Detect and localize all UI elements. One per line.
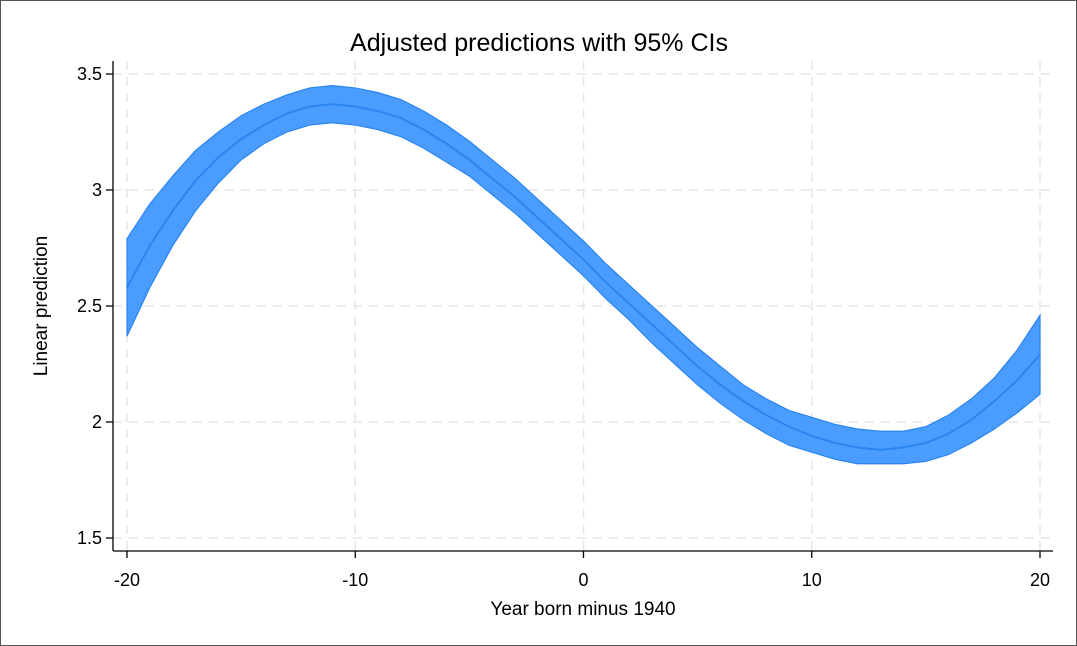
axes: 1.5 2 2.5 3 3.5 -20 -10 0 10 20	[77, 61, 1053, 590]
x-axis-label: Year born minus 1940	[490, 599, 675, 620]
y-tick-label: 2.5	[77, 296, 102, 316]
x-tick-label: -20	[114, 570, 140, 590]
y-tick-label: 3.5	[77, 64, 102, 84]
y-tick-label: 2	[92, 412, 102, 432]
prediction-line-layer	[126, 103, 1041, 451]
ci-band	[126, 84, 1041, 465]
x-tick-label: 20	[1030, 570, 1050, 590]
chart-title: Adjusted predictions with 95% CIs	[350, 29, 728, 57]
y-tick-label: 1.5	[77, 528, 102, 548]
y-tick-label: 3	[92, 180, 102, 200]
ci-band-layer	[126, 84, 1041, 465]
x-tick-label: 0	[578, 570, 588, 590]
y-axis-label: Linear prediction	[31, 236, 52, 376]
prediction-line	[126, 103, 1041, 451]
x-tick-label: 10	[802, 570, 822, 590]
x-tick-label: -10	[342, 570, 368, 590]
